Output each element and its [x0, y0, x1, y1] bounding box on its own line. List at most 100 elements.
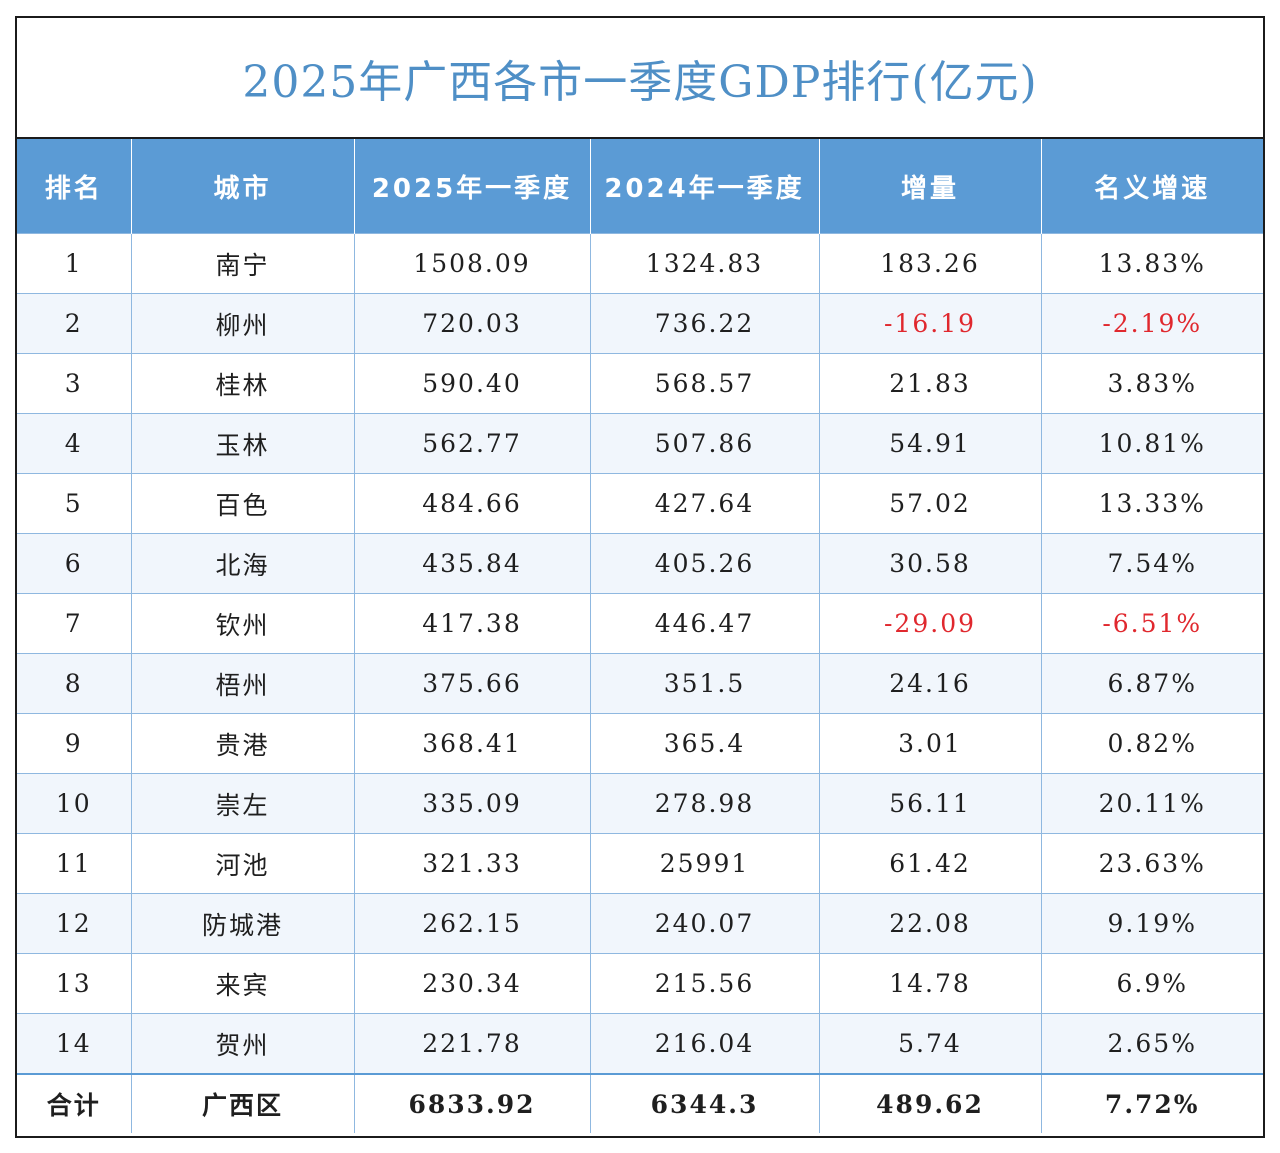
increase-cell: 183.26 — [819, 233, 1042, 294]
increase-cell: 489.62 — [819, 1073, 1042, 1133]
q1-2024-cell: 351.5 — [590, 653, 820, 714]
q1-2025-cell: 720.03 — [354, 293, 591, 354]
growth-cell: 13.33% — [1041, 473, 1263, 534]
growth-cell: 0.82% — [1041, 713, 1263, 774]
table-row: 10 崇左 335.09 278.98 56.11 20.11% — [17, 773, 1263, 834]
table-row: 6 北海 435.84 405.26 30.58 7.54% — [17, 533, 1263, 594]
increase-cell: 24.16 — [819, 653, 1042, 714]
q1-2025-cell: 230.34 — [354, 953, 591, 1014]
increase-cell: 22.08 — [819, 893, 1042, 954]
table-row: 14 贺州 221.78 216.04 5.74 2.65% — [17, 1013, 1263, 1074]
table-header: 排名 城市 2025年一季度 2024年一季度 增量 名义增速 — [17, 139, 1263, 234]
q1-2025-cell: 221.78 — [354, 1013, 591, 1074]
growth-cell: 7.54% — [1041, 533, 1263, 594]
city-cell: 柳州 — [131, 293, 355, 354]
column-header-increase: 增量 — [819, 139, 1042, 234]
q1-2025-cell: 435.84 — [354, 533, 591, 594]
gdp-ranking-sheet: 2025年广西各市一季度GDP排行(亿元) 排名 城市 2025年一季度 202… — [15, 16, 1265, 1138]
growth-cell: 2.65% — [1041, 1013, 1263, 1074]
city-cell: 百色 — [131, 473, 355, 534]
rank-cell: 11 — [17, 833, 132, 894]
total-row: 合计 广西区 6833.92 6344.3 489.62 7.72% — [17, 1073, 1263, 1133]
q1-2024-cell: 215.56 — [590, 953, 820, 1014]
rank-cell: 8 — [17, 653, 132, 714]
city-cell: 贵港 — [131, 713, 355, 774]
rank-cell: 14 — [17, 1013, 132, 1074]
increase-cell: 61.42 — [819, 833, 1042, 894]
q1-2025-cell: 417.38 — [354, 593, 591, 654]
table-row: 7 钦州 417.38 446.47 -29.09 -6.51% — [17, 593, 1263, 654]
rank-cell: 13 — [17, 953, 132, 1014]
increase-cell: 14.78 — [819, 953, 1042, 1014]
q1-2024-cell: 240.07 — [590, 893, 820, 954]
header-row: 排名 城市 2025年一季度 2024年一季度 增量 名义增速 — [17, 139, 1263, 234]
growth-cell: 10.81% — [1041, 413, 1263, 474]
table-row: 11 河池 321.33 25991 61.42 23.63% — [17, 833, 1263, 894]
city-cell: 南宁 — [131, 233, 355, 294]
column-header-growth: 名义增速 — [1041, 139, 1263, 234]
increase-cell: 5.74 — [819, 1013, 1042, 1074]
rank-cell: 6 — [17, 533, 132, 594]
column-header-city: 城市 — [131, 139, 355, 234]
increase-cell: 54.91 — [819, 413, 1042, 474]
increase-cell: 30.58 — [819, 533, 1042, 594]
table-row: 2 柳州 720.03 736.22 -16.19 -2.19% — [17, 293, 1263, 354]
city-cell: 贺州 — [131, 1013, 355, 1074]
q1-2025-cell: 335.09 — [354, 773, 591, 834]
city-cell: 崇左 — [131, 773, 355, 834]
city-cell: 玉林 — [131, 413, 355, 474]
growth-cell: 13.83% — [1041, 233, 1263, 294]
rank-cell: 1 — [17, 233, 132, 294]
growth-cell: -2.19% — [1041, 293, 1263, 354]
growth-cell: 7.72% — [1041, 1073, 1263, 1133]
column-header-q1-2024: 2024年一季度 — [590, 139, 820, 234]
q1-2024-cell: 405.26 — [590, 533, 820, 594]
growth-cell: 6.87% — [1041, 653, 1263, 714]
column-header-q1-2025: 2025年一季度 — [354, 139, 591, 234]
increase-cell: -29.09 — [819, 593, 1042, 654]
column-header-rank: 排名 — [17, 139, 132, 234]
q1-2025-cell: 562.77 — [354, 413, 591, 474]
q1-2024-cell: 427.64 — [590, 473, 820, 534]
q1-2025-cell: 590.40 — [354, 353, 591, 414]
rank-cell: 10 — [17, 773, 132, 834]
growth-cell: -6.51% — [1041, 593, 1263, 654]
growth-cell: 6.9% — [1041, 953, 1263, 1014]
increase-cell: 3.01 — [819, 713, 1042, 774]
q1-2024-cell: 25991 — [590, 833, 820, 894]
q1-2025-cell: 262.15 — [354, 893, 591, 954]
table-row: 3 桂林 590.40 568.57 21.83 3.83% — [17, 353, 1263, 414]
q1-2025-cell: 368.41 — [354, 713, 591, 774]
rank-cell: 12 — [17, 893, 132, 954]
increase-cell: 56.11 — [819, 773, 1042, 834]
rank-cell: 4 — [17, 413, 132, 474]
q1-2024-cell: 736.22 — [590, 293, 820, 354]
city-cell: 广西区 — [131, 1073, 355, 1133]
rank-cell: 3 — [17, 353, 132, 414]
table-row: 4 玉林 562.77 507.86 54.91 10.81% — [17, 413, 1263, 474]
rank-cell: 5 — [17, 473, 132, 534]
city-cell: 河池 — [131, 833, 355, 894]
table-row: 5 百色 484.66 427.64 57.02 13.33% — [17, 473, 1263, 534]
city-cell: 防城港 — [131, 893, 355, 954]
rank-cell: 9 — [17, 713, 132, 774]
table-row: 9 贵港 368.41 365.4 3.01 0.82% — [17, 713, 1263, 774]
q1-2025-cell: 6833.92 — [354, 1073, 591, 1133]
city-cell: 桂林 — [131, 353, 355, 414]
q1-2025-cell: 484.66 — [354, 473, 591, 534]
increase-cell: 21.83 — [819, 353, 1042, 414]
city-cell: 梧州 — [131, 653, 355, 714]
q1-2024-cell: 1324.83 — [590, 233, 820, 294]
q1-2024-cell: 6344.3 — [590, 1073, 820, 1133]
rank-cell: 2 — [17, 293, 132, 354]
table-row: 12 防城港 262.15 240.07 22.08 9.19% — [17, 893, 1263, 954]
table-row: 1 南宁 1508.09 1324.83 183.26 13.83% — [17, 233, 1263, 294]
q1-2025-cell: 321.33 — [354, 833, 591, 894]
growth-cell: 3.83% — [1041, 353, 1263, 414]
gdp-table: 排名 城市 2025年一季度 2024年一季度 增量 名义增速 1 南宁 1508.… — [17, 139, 1263, 1133]
table-row: 13 来宾 230.34 215.56 14.78 6.9% — [17, 953, 1263, 1014]
q1-2025-cell: 1508.09 — [354, 233, 591, 294]
q1-2024-cell: 216.04 — [590, 1013, 820, 1074]
q1-2024-cell: 568.57 — [590, 353, 820, 414]
increase-cell: -16.19 — [819, 293, 1042, 354]
